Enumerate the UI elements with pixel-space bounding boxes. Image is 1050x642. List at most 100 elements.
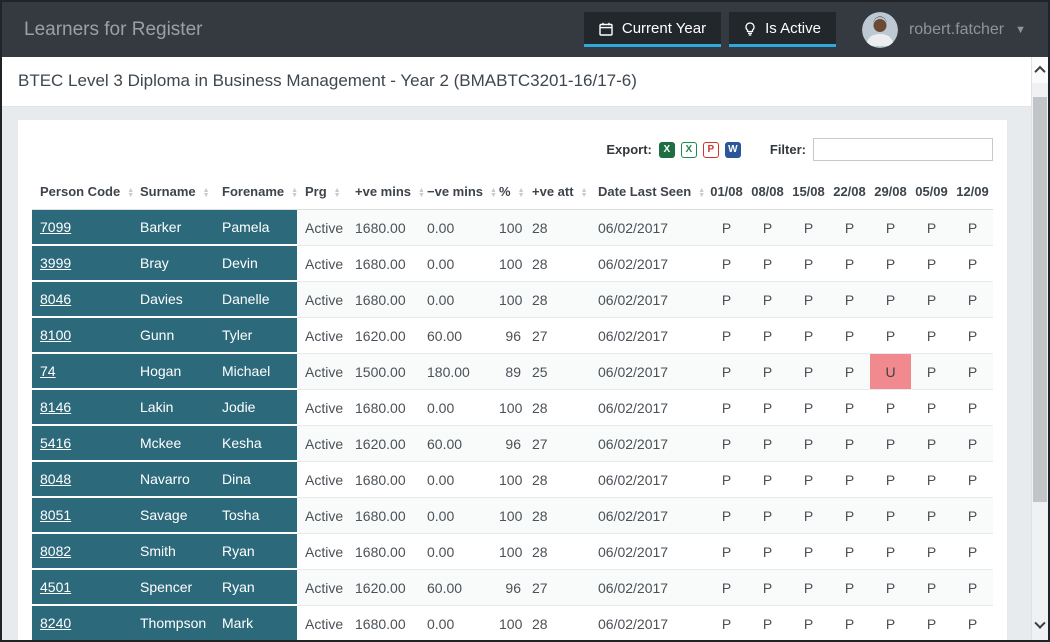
attendance-mark-cell[interactable]: P [952, 282, 993, 318]
attendance-mark-cell[interactable]: P [706, 354, 747, 390]
attendance-mark-cell[interactable]: P [747, 210, 788, 246]
attendance-mark-cell[interactable]: P [706, 498, 747, 534]
column-header-ve-mins[interactable]: −ve mins▲▼ [419, 175, 491, 210]
column-header-ve-mins[interactable]: +ve mins▲▼ [347, 175, 419, 210]
attendance-mark-cell[interactable]: P [788, 318, 829, 354]
attendance-mark-cell[interactable]: P [788, 426, 829, 462]
person-code-link[interactable]: 8051 [40, 507, 71, 523]
attendance-mark-cell[interactable]: P [870, 390, 911, 426]
attendance-mark-cell[interactable]: P [870, 498, 911, 534]
attendance-mark-cell[interactable]: P [788, 534, 829, 570]
person-code-link[interactable]: 5416 [40, 435, 71, 451]
vertical-scrollbar[interactable] [1031, 57, 1048, 640]
attendance-mark-cell[interactable]: P [911, 462, 952, 498]
person-code-link[interactable]: 4501 [40, 579, 71, 595]
attendance-mark-cell[interactable]: P [952, 390, 993, 426]
attendance-mark-cell[interactable]: P [870, 282, 911, 318]
attendance-mark-cell[interactable]: P [911, 210, 952, 246]
attendance-mark-cell[interactable]: P [829, 426, 870, 462]
attendance-mark-cell[interactable]: P [788, 246, 829, 282]
attendance-mark-cell[interactable]: P [747, 426, 788, 462]
attendance-mark-cell[interactable]: P [747, 534, 788, 570]
user-menu[interactable]: robert.fatcher ▼ [862, 12, 1026, 48]
scroll-up-button[interactable] [1032, 57, 1048, 83]
scroll-down-button[interactable] [1032, 614, 1048, 638]
word-icon[interactable]: W [725, 142, 741, 158]
attendance-mark-cell[interactable]: P [706, 570, 747, 606]
excel-xls-icon[interactable]: X [659, 142, 675, 158]
person-code-link[interactable]: 8240 [40, 615, 71, 631]
attendance-mark-cell[interactable]: P [706, 606, 747, 642]
column-header-surname[interactable]: Surname▲▼ [132, 175, 214, 210]
attendance-mark-cell[interactable]: P [911, 426, 952, 462]
attendance-mark-cell[interactable]: P [747, 498, 788, 534]
attendance-mark-cell[interactable]: P [747, 606, 788, 642]
attendance-mark-cell[interactable]: P [952, 606, 993, 642]
attendance-mark-cell[interactable]: P [952, 498, 993, 534]
column-header-forename[interactable]: Forename▲▼ [214, 175, 297, 210]
attendance-mark-cell[interactable]: U [870, 354, 911, 390]
person-code-link[interactable]: 8100 [40, 327, 71, 343]
attendance-mark-cell[interactable]: P [870, 570, 911, 606]
attendance-mark-cell[interactable]: P [706, 390, 747, 426]
attendance-mark-cell[interactable]: P [952, 426, 993, 462]
attendance-mark-cell[interactable]: P [911, 390, 952, 426]
attendance-mark-cell[interactable]: P [747, 246, 788, 282]
person-code-link[interactable]: 7099 [40, 219, 71, 235]
attendance-mark-cell[interactable]: P [952, 534, 993, 570]
attendance-mark-cell[interactable]: P [747, 354, 788, 390]
attendance-mark-cell[interactable]: P [829, 606, 870, 642]
attendance-mark-cell[interactable]: P [706, 282, 747, 318]
excel-csv-icon[interactable]: X [681, 142, 697, 158]
attendance-mark-cell[interactable]: P [911, 246, 952, 282]
column-header-person-code[interactable]: Person Code▲▼ [32, 175, 132, 210]
attendance-mark-cell[interactable]: P [911, 570, 952, 606]
attendance-mark-cell[interactable]: P [911, 498, 952, 534]
attendance-mark-cell[interactable]: P [788, 282, 829, 318]
is-active-button[interactable]: Is Active [729, 12, 836, 47]
column-header-prg[interactable]: Prg▲▼ [297, 175, 347, 210]
attendance-mark-cell[interactable]: P [911, 354, 952, 390]
attendance-mark-cell[interactable]: P [829, 462, 870, 498]
attendance-mark-cell[interactable]: P [747, 570, 788, 606]
filter-input[interactable] [813, 138, 993, 161]
attendance-mark-cell[interactable]: P [829, 210, 870, 246]
attendance-mark-cell[interactable]: P [952, 210, 993, 246]
attendance-mark-cell[interactable]: P [788, 354, 829, 390]
attendance-mark-cell[interactable]: P [829, 318, 870, 354]
attendance-mark-cell[interactable]: P [911, 534, 952, 570]
person-code-link[interactable]: 74 [40, 363, 56, 379]
attendance-mark-cell[interactable]: P [788, 498, 829, 534]
attendance-mark-cell[interactable]: P [829, 246, 870, 282]
attendance-mark-cell[interactable]: P [870, 462, 911, 498]
attendance-mark-cell[interactable]: P [747, 462, 788, 498]
person-code-link[interactable]: 8046 [40, 291, 71, 307]
attendance-mark-cell[interactable]: P [911, 282, 952, 318]
current-year-button[interactable]: Current Year [584, 12, 721, 47]
attendance-mark-cell[interactable]: P [870, 606, 911, 642]
attendance-mark-cell[interactable]: P [952, 318, 993, 354]
attendance-mark-cell[interactable]: P [952, 462, 993, 498]
attendance-mark-cell[interactable]: P [952, 354, 993, 390]
attendance-mark-cell[interactable]: P [952, 570, 993, 606]
attendance-mark-cell[interactable]: P [747, 282, 788, 318]
attendance-mark-cell[interactable]: P [870, 534, 911, 570]
pdf-icon[interactable]: P [703, 142, 719, 158]
attendance-mark-cell[interactable]: P [788, 570, 829, 606]
column-header-ve-att[interactable]: +ve att▲▼ [524, 175, 590, 210]
attendance-mark-cell[interactable]: P [870, 426, 911, 462]
attendance-mark-cell[interactable]: P [706, 462, 747, 498]
attendance-mark-cell[interactable]: P [788, 606, 829, 642]
attendance-mark-cell[interactable]: P [829, 390, 870, 426]
attendance-mark-cell[interactable]: P [747, 318, 788, 354]
attendance-mark-cell[interactable]: P [788, 462, 829, 498]
person-code-link[interactable]: 3999 [40, 255, 71, 271]
person-code-link[interactable]: 8082 [40, 543, 71, 559]
person-code-link[interactable]: 8048 [40, 471, 71, 487]
person-code-link[interactable]: 8146 [40, 399, 71, 415]
attendance-mark-cell[interactable]: P [829, 534, 870, 570]
attendance-mark-cell[interactable]: P [706, 246, 747, 282]
attendance-mark-cell[interactable]: P [706, 318, 747, 354]
attendance-mark-cell[interactable]: P [829, 570, 870, 606]
attendance-mark-cell[interactable]: P [788, 210, 829, 246]
